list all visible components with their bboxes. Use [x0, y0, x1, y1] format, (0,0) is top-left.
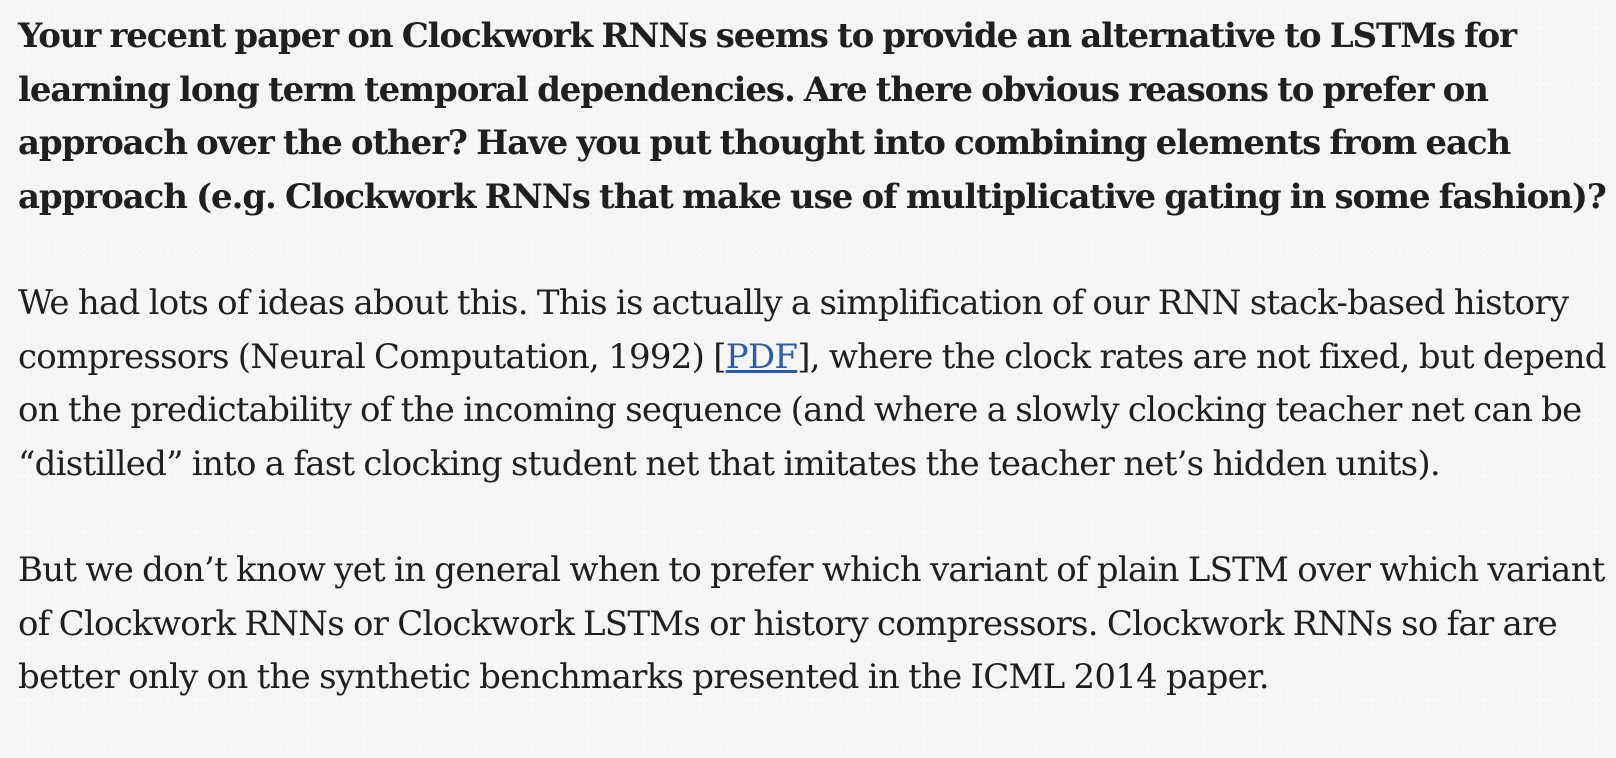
answer2-line-1: But we don’t know yet in general when to… — [18, 550, 1605, 590]
answer-paragraph-2: But we don’t know yet in general when to… — [18, 544, 1608, 705]
pdf-link[interactable]: PDF — [725, 336, 798, 377]
interview-question: Your recent paper on Clockwork RNNs seem… — [18, 10, 1608, 224]
article-body: Your recent paper on Clockwork RNNs seem… — [18, 10, 1608, 705]
question-line-2: learning long term temporal dependencies… — [18, 69, 1489, 110]
answer1-line-4: “distilled” into a fast clocking student… — [18, 443, 1441, 484]
answer1-line-2-end: ], where the clock rates are not fixed, … — [797, 336, 1606, 377]
answer1-line-1: We had lots of ideas about this. This is… — [18, 283, 1569, 323]
question-line-3: approach over the other? Have you put th… — [18, 123, 1511, 163]
answer1-line-3: on the predictability of the incoming se… — [18, 390, 1582, 430]
answer2-line-2: of Clockwork RNNs or Clockwork LSTMs or … — [18, 603, 1558, 644]
question-line-1: Your recent paper on Clockwork RNNs seem… — [18, 16, 1517, 56]
answer-paragraph-1: We had lots of ideas about this. This is… — [18, 277, 1608, 491]
answer1-line-2-start: compressors (Neural Computation, 1992) [ — [18, 336, 726, 377]
answer2-line-3: better only on the synthetic benchmarks … — [18, 657, 1270, 697]
question-line-4: approach (e.g. Clockwork RNNs that make … — [18, 176, 1607, 217]
